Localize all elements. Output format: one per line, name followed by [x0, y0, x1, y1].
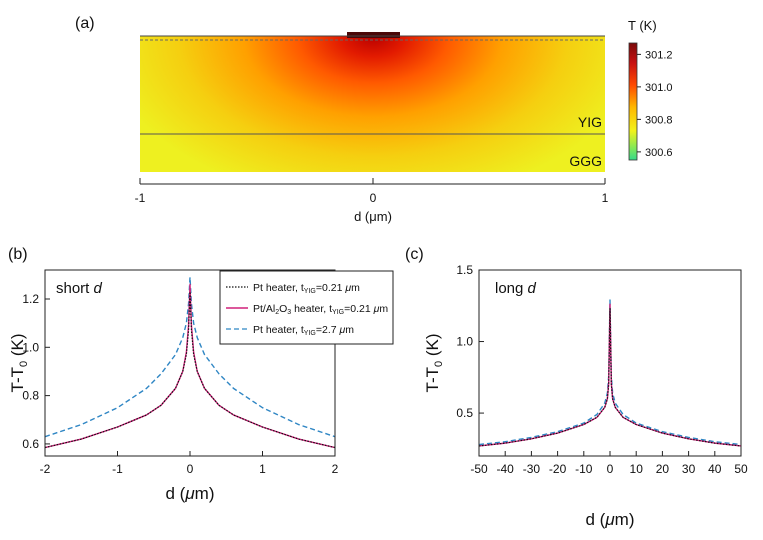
colorbar-gradient [628, 42, 638, 161]
chart-c-xlabel: d (μm) [586, 510, 635, 529]
subscript-zero: 0 [433, 361, 445, 367]
chart-c-series [479, 299, 741, 447]
chartC-series-line-3 [479, 299, 741, 446]
mu-glyph: μ [604, 510, 615, 529]
panel-a-axis-label: d (μm) [354, 209, 392, 224]
legend-value: =0.21 [344, 303, 374, 315]
chartC-x-tick-label: -40 [497, 462, 515, 476]
chart-b: -2 -1 0 1 2 0.6 0.8 1.0 1.2 short d d (μm) T-T0… [8, 269, 394, 503]
layer-label-yig: YIG [578, 114, 602, 130]
colorbar-ticks: 301.2 301.0 300.8 300.6 [637, 49, 673, 159]
panel-b-label: (b) [8, 246, 28, 263]
chartB-y-tick-label: 1.0 [22, 340, 39, 354]
chartB-x-tick-label: -2 [40, 462, 51, 476]
colorbar-title: T (K) [628, 18, 657, 33]
chart-b-xlabel: d (μm) [166, 484, 215, 503]
chartB-x-tick-label: 0 [187, 462, 194, 476]
chartC-y-tick-label: 1.0 [456, 335, 473, 349]
chartC-x-tick-label: 50 [734, 462, 748, 476]
legend-entry-pt-thick: Pt heater, tYIG=2.7 μm [253, 324, 354, 337]
chartB-x-tick-label: 2 [332, 462, 339, 476]
mu-glyph: μ [184, 484, 195, 503]
chart-c-frame [478, 269, 742, 457]
colorbar-tick-label: 300.6 [645, 147, 673, 159]
chart-b-x-ticks: -2 -1 0 1 2 [40, 451, 339, 476]
chartB-x-tick-label: -1 [112, 462, 123, 476]
chart-c-ylabel: T-T0 (K) [423, 333, 445, 392]
legend-subscript: YIG [304, 288, 316, 295]
legend-entry-pt-heater: Pt heater, tYIG=0.21 μm [253, 282, 360, 295]
chartB-y-tick-label: 0.6 [22, 437, 39, 451]
panel-a-label: (a) [75, 15, 95, 32]
legend-subscript: 2 [275, 309, 279, 316]
chart-b-annotation-word: short [56, 280, 94, 297]
legend-subscript: YIG [304, 330, 316, 337]
chartC-x-tick-label: 30 [682, 462, 696, 476]
colorbar-tick-label: 301.2 [645, 49, 673, 61]
legend-value: =2.7 [316, 324, 340, 336]
chart-c: -50 -40 -30 -20 -10 0 10 20 30 40 50 0.5 1.0 1.5 lon… [423, 263, 748, 529]
panel-a-tick-label: -1 [135, 191, 146, 205]
heatmap-field [140, 36, 605, 172]
chartC-series-line-2 [479, 303, 741, 447]
panel-a-axis: -1 0 1 d (μm) [135, 178, 609, 224]
legend-entry-pt-al2o3: Pt/Al2O3 heater, tYIG=0.21 μm [253, 303, 388, 316]
chart-b-annotation-var: d [94, 280, 103, 297]
legend-unit: μ [344, 282, 351, 294]
temperature-map: YIG GGG [140, 32, 605, 172]
chartC-x-tick-label: -30 [523, 462, 541, 476]
chart-b-series [45, 276, 335, 449]
colorbar-tick-label: 300.8 [645, 114, 673, 126]
chartC-x-tick-label: 20 [656, 462, 670, 476]
subscript-zero: 0 [18, 361, 30, 367]
ylabel-unit: (K) [423, 333, 442, 360]
chart-b-legend: Pt heater, tYIG=0.21 μm Pt/Al2O3 heater,… [219, 270, 394, 345]
chartC-x-tick-label: -50 [470, 462, 488, 476]
chartC-y-tick-label: 0.5 [456, 406, 473, 420]
heater-strip [347, 32, 400, 38]
chart-b-ylabel: T-T0 (K) [8, 333, 30, 392]
legend-unit: μ [373, 303, 380, 315]
chartB-y-tick-label: 0.8 [22, 389, 39, 403]
panel-c-label: (c) [405, 246, 424, 263]
chartC-x-tick-label: 0 [607, 462, 614, 476]
legend-value: =0.21 [316, 282, 346, 294]
chartB-series-line-3 [45, 276, 335, 438]
chartC-x-tick-label: 40 [708, 462, 722, 476]
chart-c-annotation-var: d [528, 280, 537, 297]
legend-subscript: YIG [332, 309, 344, 316]
chart-b-y-ticks: 0.6 0.8 1.0 1.2 [22, 292, 50, 451]
chart-b-annotation: short d [56, 280, 103, 297]
panel-a-tick-label: 1 [602, 191, 609, 205]
chartC-x-tick-label: -10 [575, 462, 593, 476]
legend-unit: μ [339, 324, 346, 336]
chart-c-y-ticks: 0.5 1.0 1.5 [456, 263, 484, 420]
chart-c-annotation: long d [495, 280, 537, 297]
chartB-x-tick-label: 1 [259, 462, 266, 476]
ylabel-unit: (K) [8, 333, 27, 360]
legend-box [219, 270, 394, 345]
chartC-x-tick-label: -20 [549, 462, 567, 476]
chartC-series-line-1 [479, 308, 741, 447]
legend-text: O [279, 303, 287, 315]
chartB-series-line-2 [45, 283, 335, 449]
colorbar: T (K) 301.2 301.0 300.8 300.6 [628, 18, 673, 161]
chartB-y-tick-label: 1.2 [22, 292, 39, 306]
chartC-y-tick-label: 1.5 [456, 263, 473, 277]
colorbar-tick-label: 301.0 [645, 82, 673, 94]
chart-c-x-ticks: -50 -40 -30 -20 -10 0 10 20 30 40 50 [470, 451, 748, 476]
chartC-x-tick-label: 10 [630, 462, 644, 476]
chart-c-annotation-word: long [495, 280, 528, 297]
legend-subscript: 3 [287, 309, 291, 316]
panel-a-tick-label: 0 [370, 191, 377, 205]
legend-text: heater, t [291, 303, 332, 315]
layer-label-ggg: GGG [569, 153, 602, 169]
